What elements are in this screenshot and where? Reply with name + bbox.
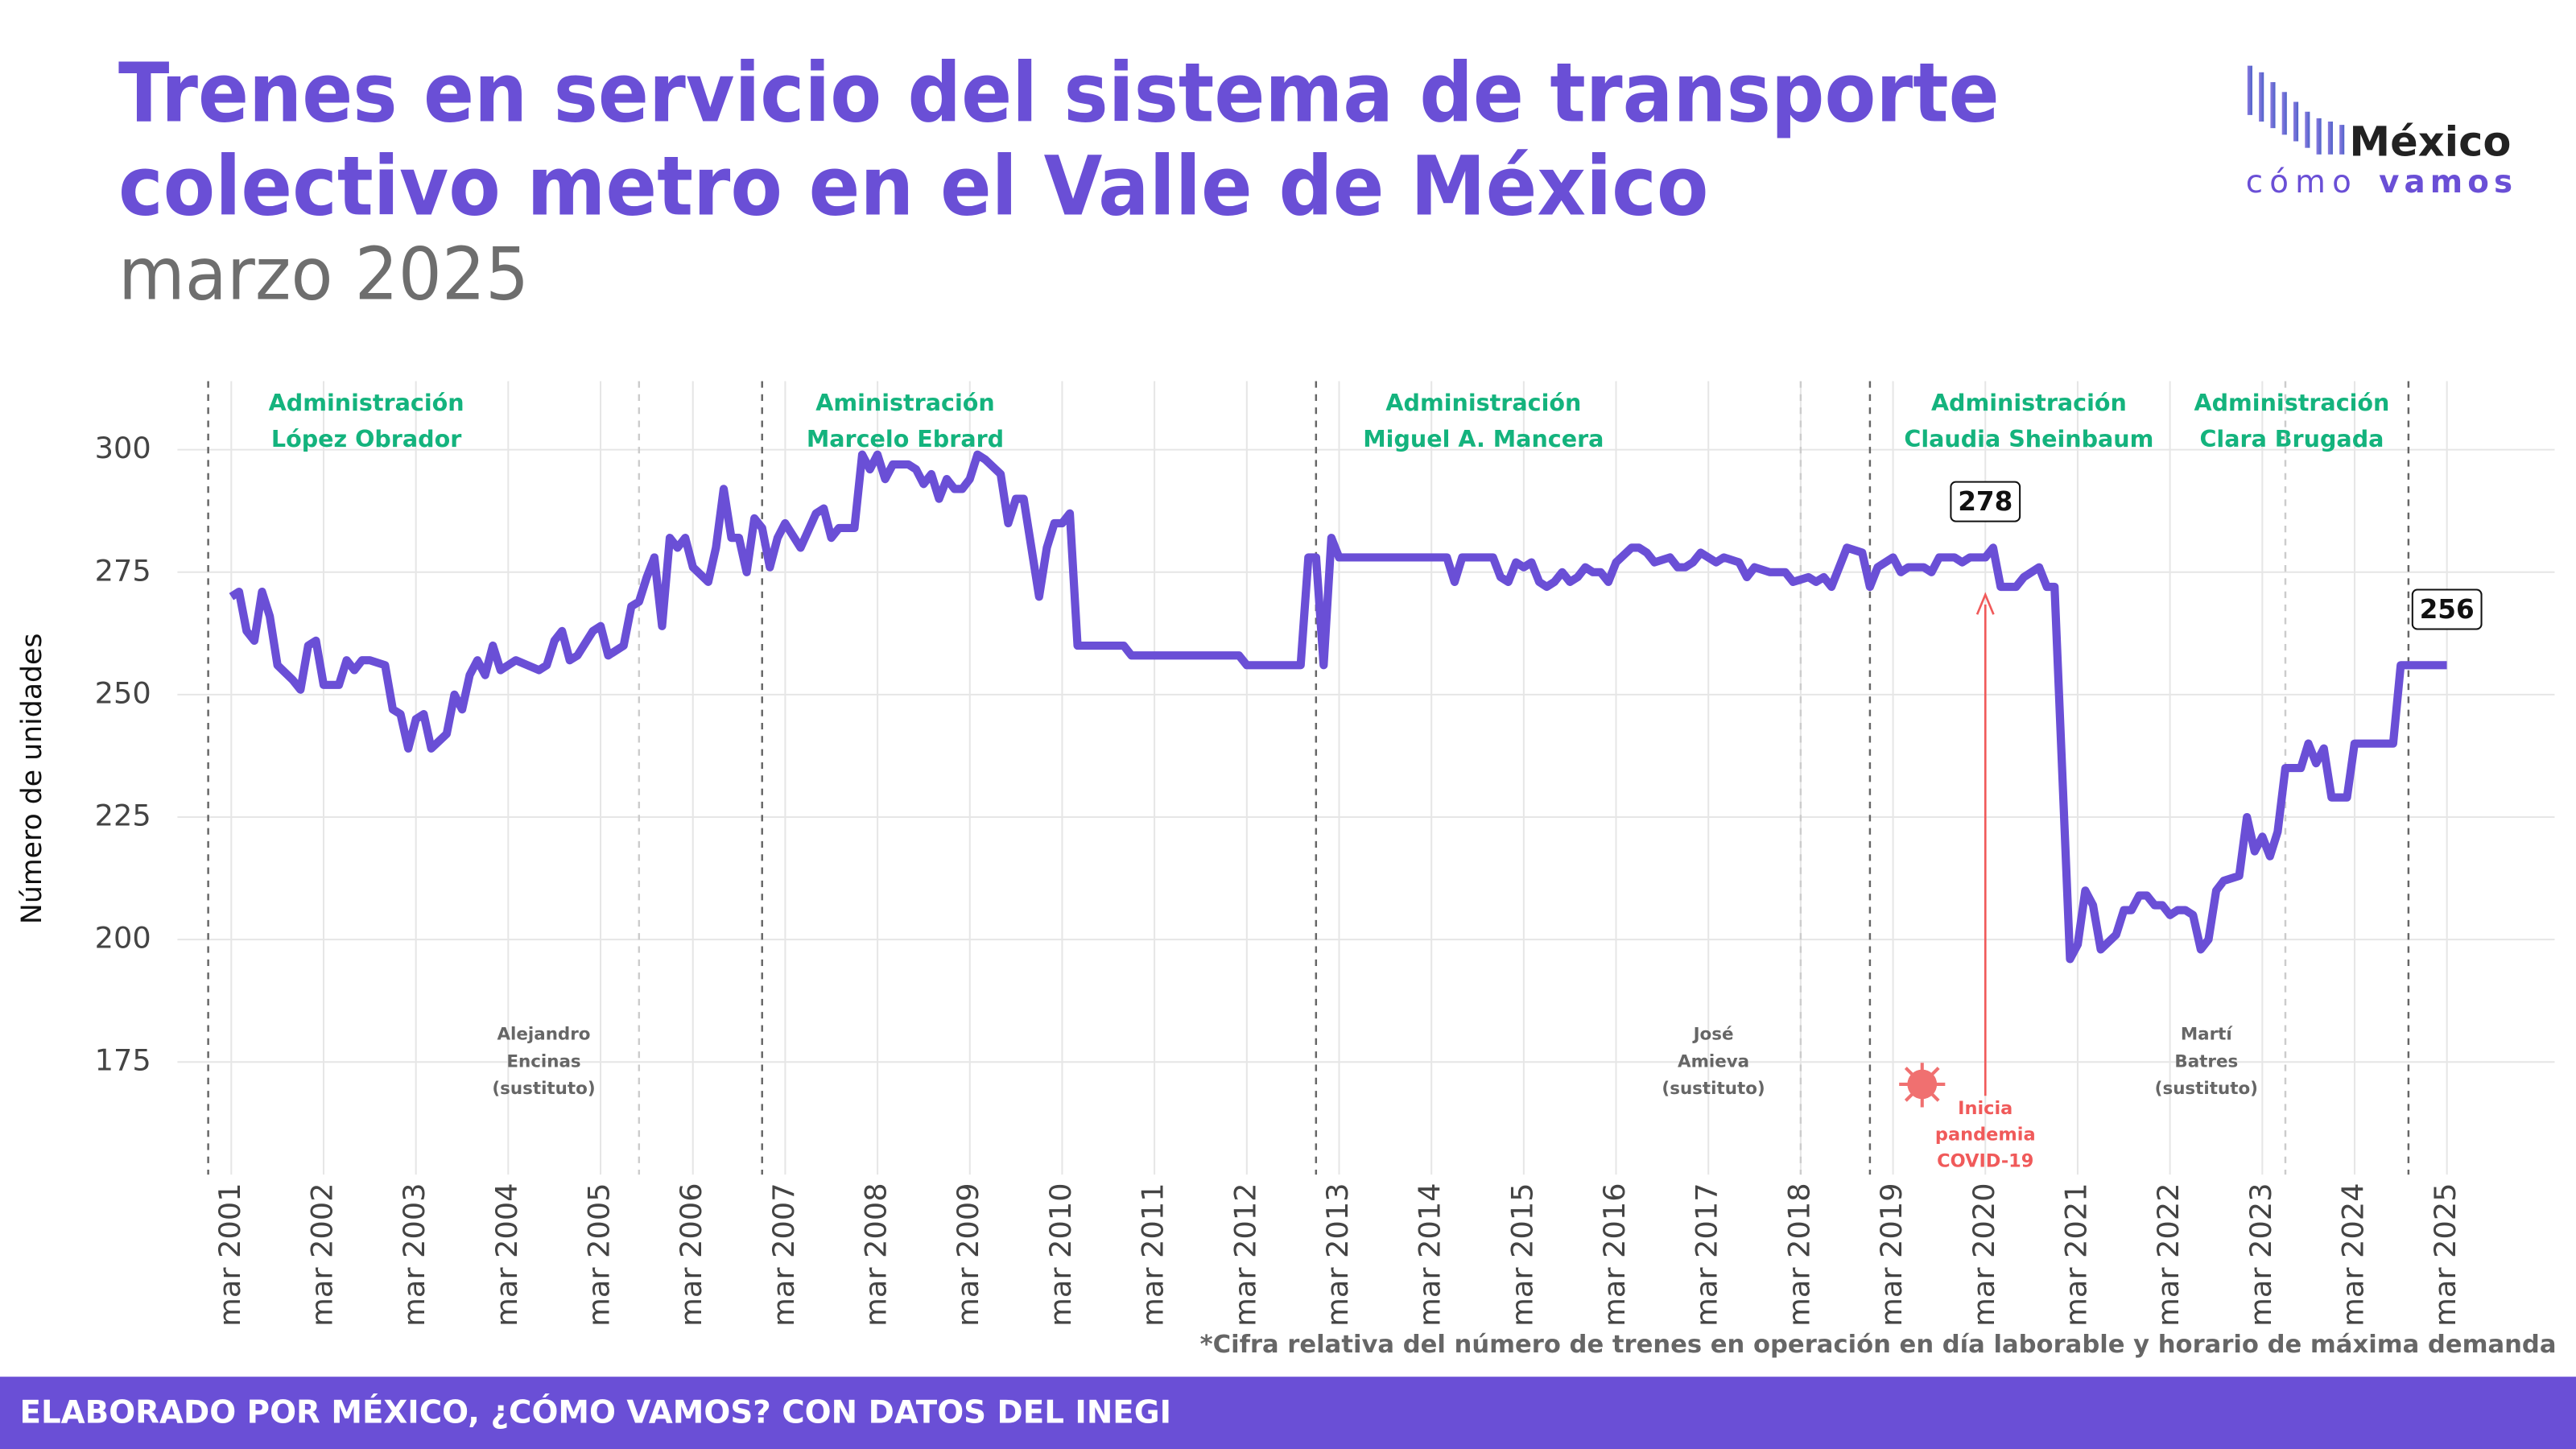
x-tick-label: mar 2015 — [1505, 1183, 1539, 1326]
logo-name: México — [2349, 119, 2511, 167]
substitute-label: Alejandro — [497, 1025, 590, 1045]
x-tick-label: mar 2004 — [489, 1183, 524, 1326]
administration-label: Administración — [269, 389, 464, 416]
x-tick-label: mar 2018 — [1781, 1183, 1816, 1326]
y-tick-label: 250 — [95, 675, 151, 710]
administration-label: Administración — [1385, 389, 1581, 416]
x-tick-label: mar 2002 — [304, 1183, 339, 1326]
y-tick-label: 200 — [95, 921, 151, 956]
administration-label: Administración — [1931, 389, 2127, 416]
footnote: *Cifra relativa del número de trenes en … — [1200, 1331, 2557, 1359]
y-tick-label: 175 — [95, 1043, 151, 1078]
x-tick-label: mar 2025 — [2428, 1183, 2462, 1326]
callouts: 278 256 — [1950, 481, 2483, 630]
event-arrowhead — [1975, 592, 1995, 615]
event-label: COVID-19 — [1937, 1150, 2033, 1171]
callout-label: 256 — [2420, 594, 2475, 625]
virus-icon — [1899, 1061, 1946, 1108]
y-axis-label: Número de unidades — [16, 634, 48, 925]
administration-label: Aministración — [815, 389, 994, 416]
x-tick-label: mar 2006 — [674, 1183, 708, 1326]
y-tick-label: 275 — [95, 553, 151, 588]
footer-bar — [0, 1377, 2576, 1449]
x-tick-label: mar 2010 — [1043, 1183, 1078, 1326]
administration-label: Claudia Sheinbaum — [1904, 425, 2153, 452]
logo-tag: vamos — [2379, 164, 2517, 200]
x-tick-label: mar 2016 — [1597, 1183, 1632, 1326]
x-tick-label: mar 2005 — [582, 1183, 617, 1326]
substitute-label: (sustituto) — [2155, 1079, 2258, 1099]
logo-tag: cómo — [2246, 164, 2358, 200]
x-tick-label: mar 2009 — [951, 1183, 985, 1326]
x-tick-label: mar 2020 — [1967, 1183, 2001, 1326]
x-tick-label: mar 2008 — [859, 1183, 894, 1326]
x-tick-label: mar 2011 — [1136, 1183, 1170, 1326]
x-tick-label: mar 2007 — [766, 1183, 801, 1326]
substitute-label: Encinas — [506, 1051, 580, 1071]
substitute-label: José — [1692, 1025, 1734, 1045]
y-tick-label: 300 — [95, 431, 151, 465]
y-tick-label: 225 — [95, 799, 151, 833]
x-tick-label: mar 2017 — [1690, 1183, 1724, 1326]
substitute-label: Batres — [2174, 1051, 2238, 1071]
x-tick-label: mar 2019 — [1874, 1183, 1909, 1326]
footer: ELABORADO POR MÉXICO, ¿CÓMO VAMOS? CON D… — [19, 1393, 1171, 1431]
substitute-label: (sustituto) — [492, 1079, 595, 1099]
x-tick-label: mar 2022 — [2151, 1183, 2186, 1326]
x-tick-label: mar 2014 — [1413, 1183, 1447, 1326]
administration-label: Marcelo Ebrard — [807, 425, 1004, 452]
event-label: Inicia — [1958, 1098, 2013, 1119]
administration-label: Clara Brugada — [2199, 425, 2384, 452]
x-tick-label: mar 2003 — [397, 1183, 431, 1326]
title-line: Trenes en servicio del sistema de transp… — [118, 45, 2000, 141]
event-label: pandemia — [1935, 1125, 2036, 1146]
subtitle: marzo 2025 — [118, 233, 529, 316]
callout-label: 278 — [1958, 486, 2013, 517]
administration-label: Miguel A. Mancera — [1363, 425, 1604, 452]
title-line: colectivo metro en el Valle de México — [118, 139, 1709, 235]
callout-box — [2411, 588, 2483, 630]
data-line — [229, 450, 2447, 964]
x-tick-label: mar 2013 — [1320, 1183, 1355, 1326]
administration-label: Administración — [2194, 389, 2389, 416]
x-tick-label: mar 2012 — [1228, 1183, 1262, 1326]
x-tick-label: mar 2023 — [2244, 1183, 2278, 1326]
administration-label: López Obrador — [271, 425, 461, 452]
substitute-label: (sustituto) — [1662, 1079, 1765, 1099]
callout-box — [1950, 481, 2021, 522]
logo: México cómo vamos — [2246, 65, 2517, 200]
substitute-label: Amieva — [1678, 1051, 1749, 1071]
x-tick-label: mar 2001 — [213, 1183, 247, 1326]
substitute-label: Martí — [2181, 1025, 2234, 1045]
x-tick-label: mar 2021 — [2058, 1183, 2093, 1326]
x-tick-label: mar 2024 — [2335, 1183, 2370, 1326]
